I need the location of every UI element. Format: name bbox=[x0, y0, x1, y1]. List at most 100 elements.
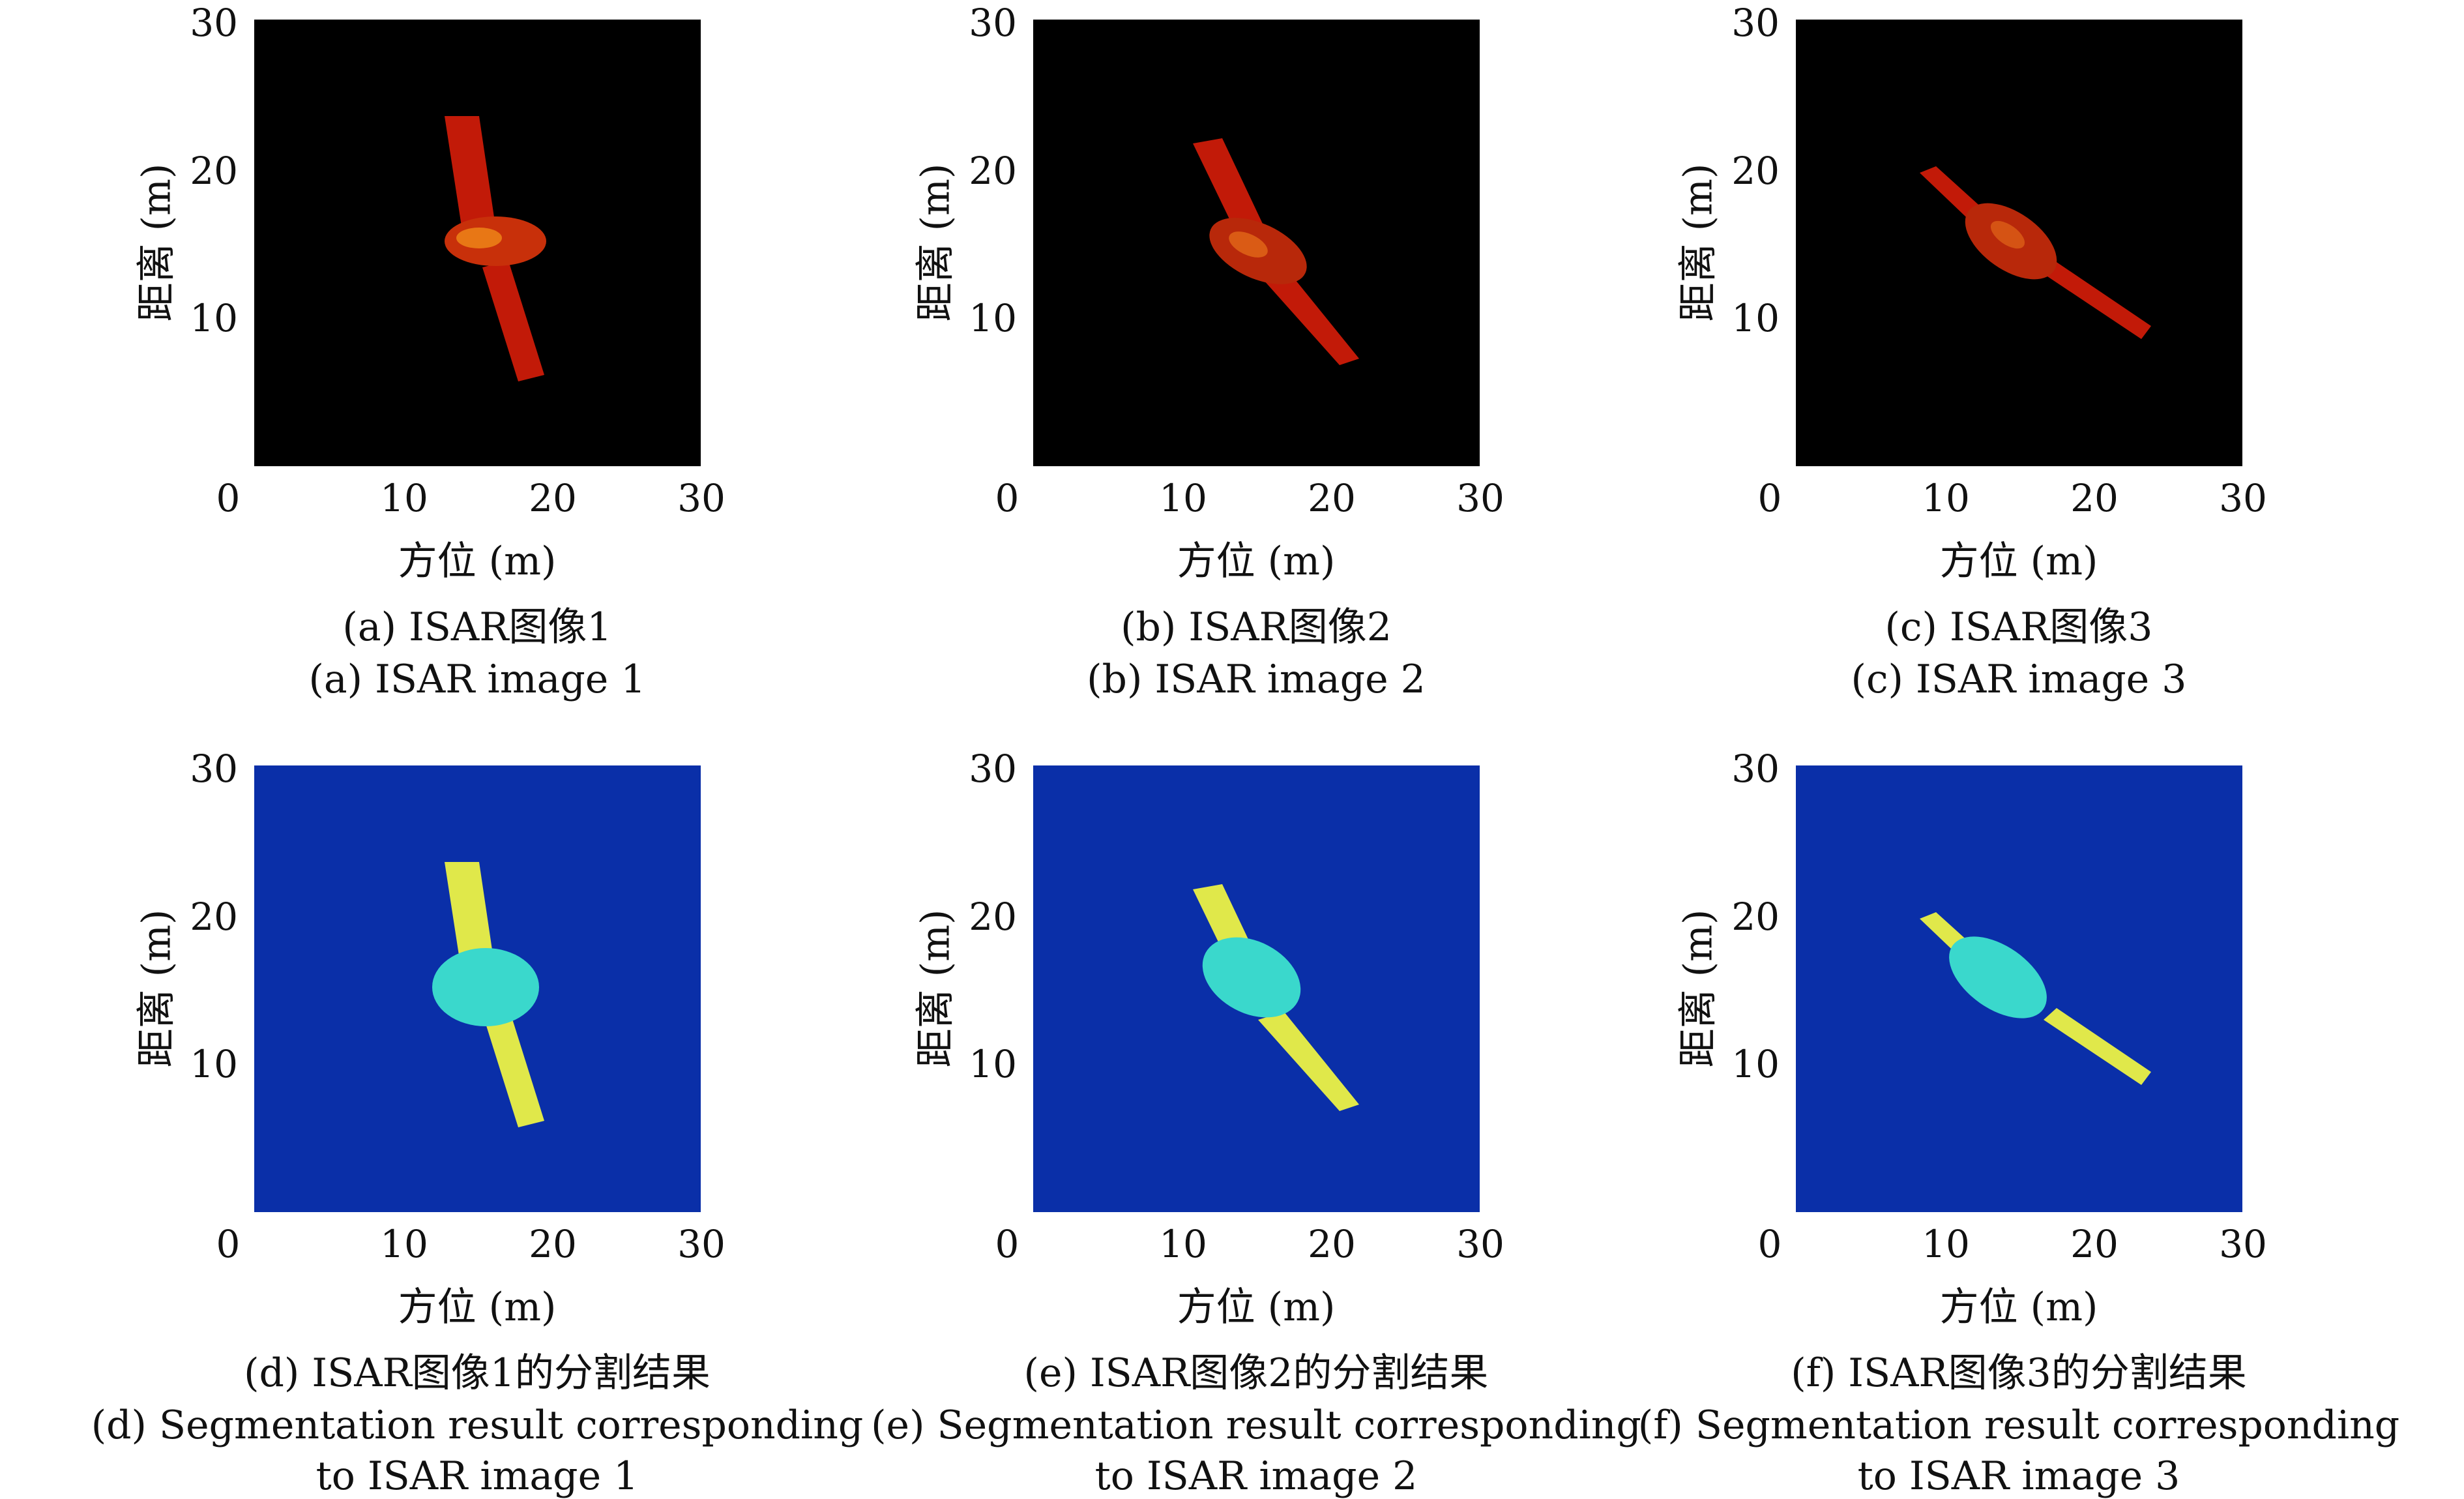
panel-c: 30 20 10 0 10 20 30 距离 (m) 方位 (m) (c) IS… bbox=[1542, 0, 2324, 746]
solar-panel-upper bbox=[445, 116, 497, 235]
y-tick-label: 20 bbox=[969, 895, 1017, 939]
satellite-target bbox=[1193, 138, 1359, 365]
x-tick-label: 0 bbox=[995, 1222, 1019, 1266]
isar-image-plot bbox=[1033, 20, 1480, 466]
y-axis-label: 距离 (m) bbox=[913, 163, 959, 322]
x-tick-label: 0 bbox=[1757, 476, 1782, 520]
y-tick-label: 10 bbox=[969, 296, 1017, 340]
y-tick-label: 10 bbox=[190, 296, 238, 340]
segmentation-image bbox=[1033, 765, 1480, 1212]
y-tick-label: 10 bbox=[969, 1042, 1017, 1086]
body-highlight bbox=[1990, 220, 2025, 249]
segmented-panel-lower bbox=[2044, 1008, 2151, 1085]
x-tick-label: 0 bbox=[216, 476, 241, 520]
x-tick-label: 30 bbox=[2219, 476, 2267, 520]
y-tick-label: 30 bbox=[190, 1, 238, 45]
isar-image bbox=[254, 20, 701, 466]
y-tick-label: 30 bbox=[1731, 1, 1780, 45]
x-tick-label: 20 bbox=[1308, 1222, 1356, 1266]
x-tick-label: 10 bbox=[1159, 1222, 1207, 1266]
segmented-target bbox=[1920, 912, 2151, 1085]
caption-en-line1: (d) Segmentation result corresponding bbox=[91, 1403, 864, 1448]
segmentation-plot bbox=[1033, 765, 1480, 1212]
caption-en-line2: to ISAR image 1 bbox=[315, 1453, 639, 1499]
x-tick-label: 30 bbox=[677, 476, 726, 520]
x-tick-label: 20 bbox=[2070, 476, 2119, 520]
y-tick-label: 30 bbox=[969, 1, 1017, 45]
y-tick-label: 30 bbox=[190, 747, 238, 791]
solar-panel-lower bbox=[1258, 266, 1359, 365]
segmentation-image bbox=[1796, 765, 2242, 1212]
x-tick-label: 20 bbox=[2070, 1222, 2119, 1266]
satellite-target bbox=[445, 116, 546, 381]
caption-zh: (a) ISAR图像1 bbox=[342, 604, 612, 650]
x-tick-label: 0 bbox=[995, 476, 1019, 520]
body-highlight bbox=[456, 228, 502, 248]
x-tick-label: 30 bbox=[1456, 476, 1504, 520]
isar-image-plot bbox=[1796, 20, 2242, 466]
y-axis-label: 距离 (m) bbox=[134, 163, 180, 322]
caption-zh: (f) ISAR图像3的分割结果 bbox=[1791, 1350, 2247, 1396]
panel-f: 30 20 10 0 10 20 30 距离 (m) 方位 (m) (f) IS… bbox=[1542, 746, 2399, 1496]
y-tick-label: 30 bbox=[969, 747, 1017, 791]
segmented-body bbox=[432, 948, 539, 1026]
x-tick-label: 10 bbox=[380, 1222, 428, 1266]
satellite-target bbox=[1920, 166, 2151, 339]
isar-image bbox=[1033, 20, 1480, 466]
panel-a: 30 20 10 0 10 20 30 距离 (m) 方位 (m) (a) IS… bbox=[0, 0, 782, 746]
y-axis-label: 距离 (m) bbox=[913, 909, 959, 1068]
body-highlight bbox=[1229, 231, 1268, 258]
x-axis-label: 方位 (m) bbox=[398, 1284, 557, 1330]
segmented-target bbox=[1193, 884, 1359, 1111]
caption-en: (a) ISAR image 1 bbox=[308, 657, 646, 702]
isar-image bbox=[1796, 20, 2242, 466]
solar-panel-lower bbox=[2044, 262, 2151, 339]
y-tick-label: 20 bbox=[190, 895, 238, 939]
segmented-panel-lower bbox=[482, 1007, 544, 1127]
x-tick-label: 20 bbox=[529, 476, 577, 520]
x-tick-label: 10 bbox=[1922, 1222, 1970, 1266]
segmented-body bbox=[1202, 937, 1301, 1018]
segmented-body bbox=[1949, 936, 2047, 1018]
y-axis-label: 距离 (m) bbox=[1675, 909, 1722, 1068]
x-axis-label: 方位 (m) bbox=[1177, 539, 1336, 584]
caption-zh: (c) ISAR图像3 bbox=[1885, 604, 2153, 650]
x-tick-label: 30 bbox=[1456, 1222, 1504, 1266]
caption-en: (c) ISAR image 3 bbox=[1851, 657, 2187, 702]
panel-b: 30 20 10 0 10 20 30 距离 (m) 方位 (m) (b) IS… bbox=[779, 0, 1561, 746]
x-axis-label: 方位 (m) bbox=[398, 539, 557, 584]
segmentation-plot bbox=[254, 765, 701, 1212]
y-axis-label: 距离 (m) bbox=[134, 909, 180, 1068]
x-tick-label: 0 bbox=[1757, 1222, 1782, 1266]
x-axis-label: 方位 (m) bbox=[1177, 1284, 1336, 1330]
y-tick-label: 20 bbox=[1731, 149, 1780, 193]
x-tick-label: 30 bbox=[2219, 1222, 2267, 1266]
caption-en: (b) ISAR image 2 bbox=[1087, 657, 1426, 702]
caption-zh: (e) ISAR图像2的分割结果 bbox=[1023, 1350, 1489, 1396]
caption-en-line1: (e) Segmentation result corresponding bbox=[871, 1403, 1641, 1448]
caption-en-line1: (f) Segmentation result corresponding bbox=[1637, 1403, 2400, 1448]
y-tick-label: 10 bbox=[1731, 1042, 1780, 1086]
y-axis-label: 距离 (m) bbox=[1675, 163, 1722, 322]
caption-zh: (b) ISAR图像2 bbox=[1121, 604, 1392, 650]
y-tick-label: 20 bbox=[969, 149, 1017, 193]
caption-en-line2: to ISAR image 2 bbox=[1094, 1453, 1418, 1499]
y-tick-label: 10 bbox=[1731, 296, 1780, 340]
solar-panel-upper bbox=[1193, 138, 1268, 245]
x-axis-label: 方位 (m) bbox=[1939, 1284, 2098, 1330]
x-tick-label: 10 bbox=[1159, 476, 1207, 520]
x-axis-label: 方位 (m) bbox=[1939, 539, 2098, 584]
y-tick-label: 10 bbox=[190, 1042, 238, 1086]
isar-image-plot bbox=[254, 20, 701, 466]
y-tick-label: 20 bbox=[190, 149, 238, 193]
x-tick-label: 10 bbox=[1922, 476, 1970, 520]
segmented-panel-lower bbox=[1258, 1012, 1359, 1111]
y-tick-label: 30 bbox=[1731, 747, 1780, 791]
segmentation-image bbox=[254, 765, 701, 1212]
caption-en-line2: to ISAR image 3 bbox=[1857, 1453, 2180, 1499]
y-tick-label: 20 bbox=[1731, 895, 1780, 939]
caption-zh: (d) ISAR图像1的分割结果 bbox=[244, 1350, 711, 1396]
segmented-target bbox=[432, 862, 544, 1127]
x-tick-label: 20 bbox=[1308, 476, 1356, 520]
